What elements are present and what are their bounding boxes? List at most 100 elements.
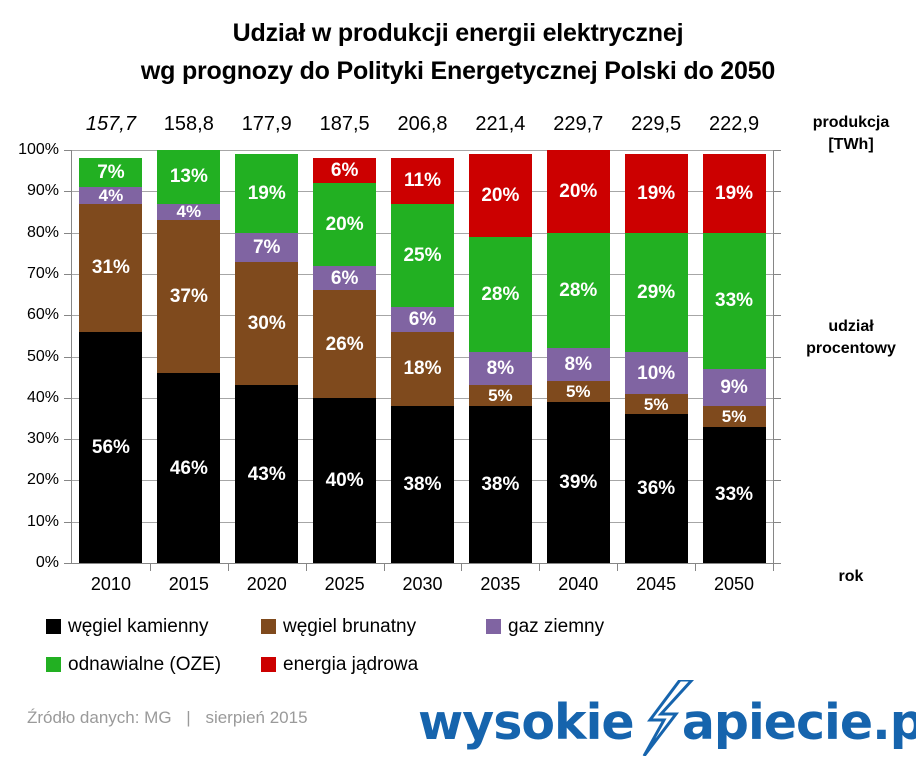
secondary-axis-tick xyxy=(773,315,781,317)
bar-segment[interactable]: 6% xyxy=(313,158,377,184)
bar-segment[interactable]: 11% xyxy=(391,158,454,204)
bar-segment[interactable]: 7% xyxy=(235,232,299,262)
bar-segment[interactable]: 33% xyxy=(702,426,766,563)
bar-segment[interactable]: 26% xyxy=(313,290,377,398)
y-axis-tick xyxy=(64,150,72,151)
bar-segment[interactable]: 31% xyxy=(79,203,143,332)
legend-item[interactable]: odnawialne (OZE) xyxy=(46,655,221,674)
x-axis-tick xyxy=(149,563,151,571)
bar-segment[interactable]: 18% xyxy=(391,331,454,407)
bar-segment[interactable]: 28% xyxy=(546,232,610,349)
bar-segment[interactable]: 46% xyxy=(157,373,221,563)
production-value: 229,5 xyxy=(631,113,682,135)
logo-wordmark: wysokie apiecie.pl xyxy=(418,694,916,751)
legend-label: energia jądrowa xyxy=(283,654,419,675)
bar-segment[interactable]: 56% xyxy=(79,331,143,563)
bar-segment[interactable]: 37% xyxy=(157,220,221,374)
legend-label: węgiel kamienny xyxy=(68,616,209,637)
logo-text-before: wysokie xyxy=(418,694,635,751)
bar-segment[interactable]: 38% xyxy=(468,406,532,563)
bar-segment[interactable]: 13% xyxy=(157,150,221,204)
bar-segment[interactable]: 30% xyxy=(235,261,299,386)
x-axis-tick-label: 2015 xyxy=(168,574,209,594)
secondary-axis-tick xyxy=(773,397,781,399)
bar-column[interactable]: 40% 26% 6% 20% 6% xyxy=(313,158,377,563)
bar-column[interactable]: 43% 30% 7% 19% xyxy=(235,154,299,563)
y-axis-tick xyxy=(64,480,72,482)
x-axis-tick-label: 2045 xyxy=(636,574,677,594)
bar-segment[interactable]: 28% xyxy=(468,236,532,353)
production-value: 221,4 xyxy=(475,113,526,135)
y-axis-tick xyxy=(64,356,72,358)
y-axis-tick-label: 40% xyxy=(26,388,59,406)
y-axis-tick-label: 60% xyxy=(26,306,59,324)
wysokienapiecie-logo[interactable]: wysokie apiecie.pl xyxy=(418,680,916,756)
bar-segment[interactable]: 5% xyxy=(624,393,688,415)
secondary-axis-tick xyxy=(773,563,781,564)
source-note-text: Źródło danych: MG xyxy=(27,708,172,727)
bar-segment[interactable]: 20% xyxy=(313,183,377,266)
bar-segment[interactable]: 19% xyxy=(702,154,766,233)
lightning-bolt-icon xyxy=(642,680,695,756)
x-axis-tick-label: 2025 xyxy=(324,574,365,594)
bar-column[interactable]: 38% 5% 8% 28% 20% xyxy=(468,154,532,563)
bar-segment[interactable]: 19% xyxy=(235,154,299,233)
x-axis-tick xyxy=(461,563,463,571)
bar-column[interactable]: 36% 5% 10% 29% 19% xyxy=(624,154,688,563)
bar-segment[interactable]: 20% xyxy=(468,154,532,237)
bar-segment[interactable]: 40% xyxy=(313,397,377,563)
bar-segment[interactable]: 5% xyxy=(468,385,532,407)
bar-segment[interactable]: 29% xyxy=(624,232,688,353)
bar-segment[interactable]: 19% xyxy=(624,154,688,233)
bar-segment[interactable]: 6% xyxy=(313,265,377,291)
bar-segment[interactable]: 20% xyxy=(546,150,610,233)
legend-item[interactable]: węgiel kamienny xyxy=(46,617,208,636)
bar-segment[interactable]: 9% xyxy=(702,368,766,407)
secondary-axis-tick xyxy=(773,480,781,482)
bar-column[interactable]: 56% 31% 4% 7% xyxy=(79,158,143,563)
legend-item[interactable]: energia jądrowa xyxy=(261,655,418,674)
x-axis-line xyxy=(71,563,774,564)
legend-swatch xyxy=(46,619,61,634)
y-axis-tick xyxy=(64,563,72,564)
chart-title-line-1: Udział w produkcji energii elektrycznej xyxy=(232,19,684,47)
bar-column[interactable]: 46% 37% 4% 13% xyxy=(157,150,221,563)
bar-segment[interactable]: 33% xyxy=(702,232,766,369)
bar-segment[interactable]: 7% xyxy=(79,158,143,188)
bar-segment[interactable]: 36% xyxy=(624,414,688,563)
secondary-axis-tick xyxy=(773,521,781,523)
legend-item[interactable]: węgiel brunatny xyxy=(261,617,416,636)
production-value: 229,7 xyxy=(553,113,604,135)
logo-text-after: apiecie.pl xyxy=(681,694,916,751)
bar-segment[interactable]: 4% xyxy=(157,203,221,221)
bar-column[interactable]: 39% 5% 8% 28% 20% xyxy=(546,150,610,563)
bar-segment[interactable]: 25% xyxy=(391,203,454,307)
bar-column[interactable]: 38% 18% 6% 25% 11% xyxy=(391,158,454,563)
production-axis-note-line-2: [TWh] xyxy=(828,136,874,153)
x-axis-tick-label: 2020 xyxy=(246,574,287,594)
bar-segment[interactable]: 39% xyxy=(546,401,610,563)
bar-segment[interactable]: 10% xyxy=(624,352,688,394)
y-axis-tick-label: 80% xyxy=(26,223,59,241)
legend-label: gaz ziemny xyxy=(508,616,605,637)
legend-item[interactable]: gaz ziemny xyxy=(486,617,604,636)
bar-segment[interactable]: 43% xyxy=(235,385,299,563)
y-axis-tick-label: 50% xyxy=(26,347,59,365)
chart-title: Udział w produkcji energii elektrycznej … xyxy=(0,14,916,90)
x-axis-tick xyxy=(773,563,774,571)
bar-segment[interactable]: 5% xyxy=(546,381,610,402)
bar-column[interactable]: 33% 5% 9% 33% 19% xyxy=(702,154,766,563)
bar-segment[interactable]: 4% xyxy=(79,187,143,204)
bar-segment[interactable]: 38% xyxy=(391,406,454,563)
bar-segment[interactable]: 8% xyxy=(546,348,610,382)
source-note-date: sierpień 2015 xyxy=(205,708,308,727)
share-axis-note-line-1: udział xyxy=(828,318,874,335)
x-axis-tick-label: 2010 xyxy=(90,574,131,594)
secondary-axis-tick xyxy=(773,191,781,193)
secondary-axis-tick xyxy=(773,439,781,441)
bar-segment[interactable]: 5% xyxy=(702,406,766,427)
gridline xyxy=(72,150,773,151)
year-axis-note-label: rok xyxy=(838,568,864,585)
bar-segment[interactable]: 6% xyxy=(391,306,454,332)
bar-segment[interactable]: 8% xyxy=(468,352,532,386)
